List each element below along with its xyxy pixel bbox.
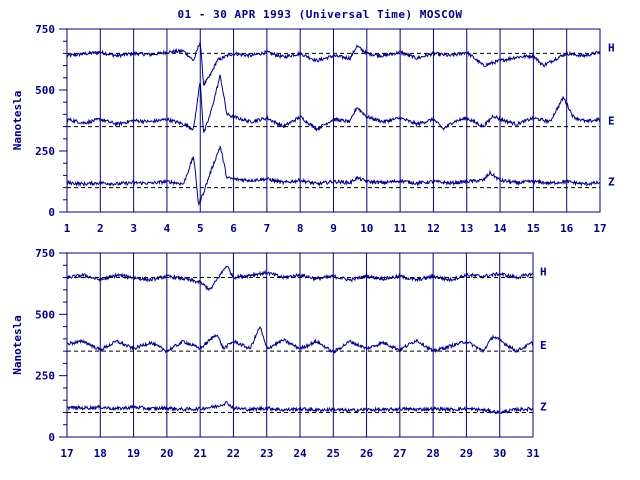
x-tick-label: 28 (427, 447, 440, 460)
x-tick-label: 9 (330, 222, 337, 235)
x-tick-label: 27 (393, 447, 406, 460)
x-tick-label: 31 (526, 447, 540, 460)
x-tick-label: 23 (260, 447, 273, 460)
x-tick-label: 7 (264, 222, 271, 235)
y-tick-label: 500 (35, 84, 55, 97)
x-tick-label: 26 (360, 447, 374, 460)
x-tick-label: 3 (130, 222, 137, 235)
x-tick-label: 15 (527, 222, 540, 235)
y-axis-label: Nanotesla (11, 315, 24, 375)
series-label-e: E (540, 339, 547, 352)
x-tick-label: 13 (460, 222, 473, 235)
x-tick-label: 1 (64, 222, 71, 235)
series-line-e (66, 74, 601, 133)
x-tick-label: 4 (164, 222, 171, 235)
x-tick-label: 30 (493, 447, 506, 460)
x-tick-label: 17 (60, 447, 73, 460)
y-tick-label: 750 (35, 247, 55, 260)
y-tick-label: 250 (35, 370, 55, 383)
x-tick-label: 6 (230, 222, 237, 235)
series-line-z (66, 145, 601, 207)
x-tick-label: 19 (127, 447, 140, 460)
series-label-e: E (608, 115, 615, 128)
series-line-e (66, 326, 534, 354)
series-label-z: Z (540, 400, 547, 413)
x-tick-label: 14 (493, 222, 507, 235)
x-tick-label: 18 (94, 447, 107, 460)
x-tick-label: 11 (394, 222, 408, 235)
series-label-h: H (608, 41, 615, 54)
x-tick-label: 12 (427, 222, 440, 235)
x-tick-label: 10 (360, 222, 373, 235)
series-label-h: H (540, 266, 547, 279)
x-tick-label: 16 (560, 222, 574, 235)
y-tick-label: 750 (35, 23, 55, 36)
y-tick-label: 250 (35, 145, 55, 158)
x-tick-label: 2 (97, 222, 104, 235)
x-tick-label: 8 (297, 222, 304, 235)
series-line-h (66, 41, 601, 86)
x-tick-label: 24 (293, 447, 307, 460)
y-tick-label: 500 (35, 308, 55, 321)
x-tick-label: 17 (593, 222, 606, 235)
page-title: 01 - 30 APR 1993 (Universal Time) MOSCOW (177, 8, 463, 21)
y-tick-label: 0 (48, 431, 55, 444)
x-tick-label: 29 (460, 447, 473, 460)
x-tick-label: 5 (197, 222, 204, 235)
x-tick-label: 21 (194, 447, 208, 460)
x-tick-label: 22 (227, 447, 240, 460)
series-line-z (66, 400, 534, 415)
x-tick-label: 25 (327, 447, 340, 460)
series-line-h (66, 265, 534, 292)
series-label-z: Z (608, 176, 615, 189)
x-tick-label: 20 (160, 447, 173, 460)
y-axis-label: Nanotesla (11, 91, 24, 151)
y-tick-label: 0 (48, 206, 55, 219)
